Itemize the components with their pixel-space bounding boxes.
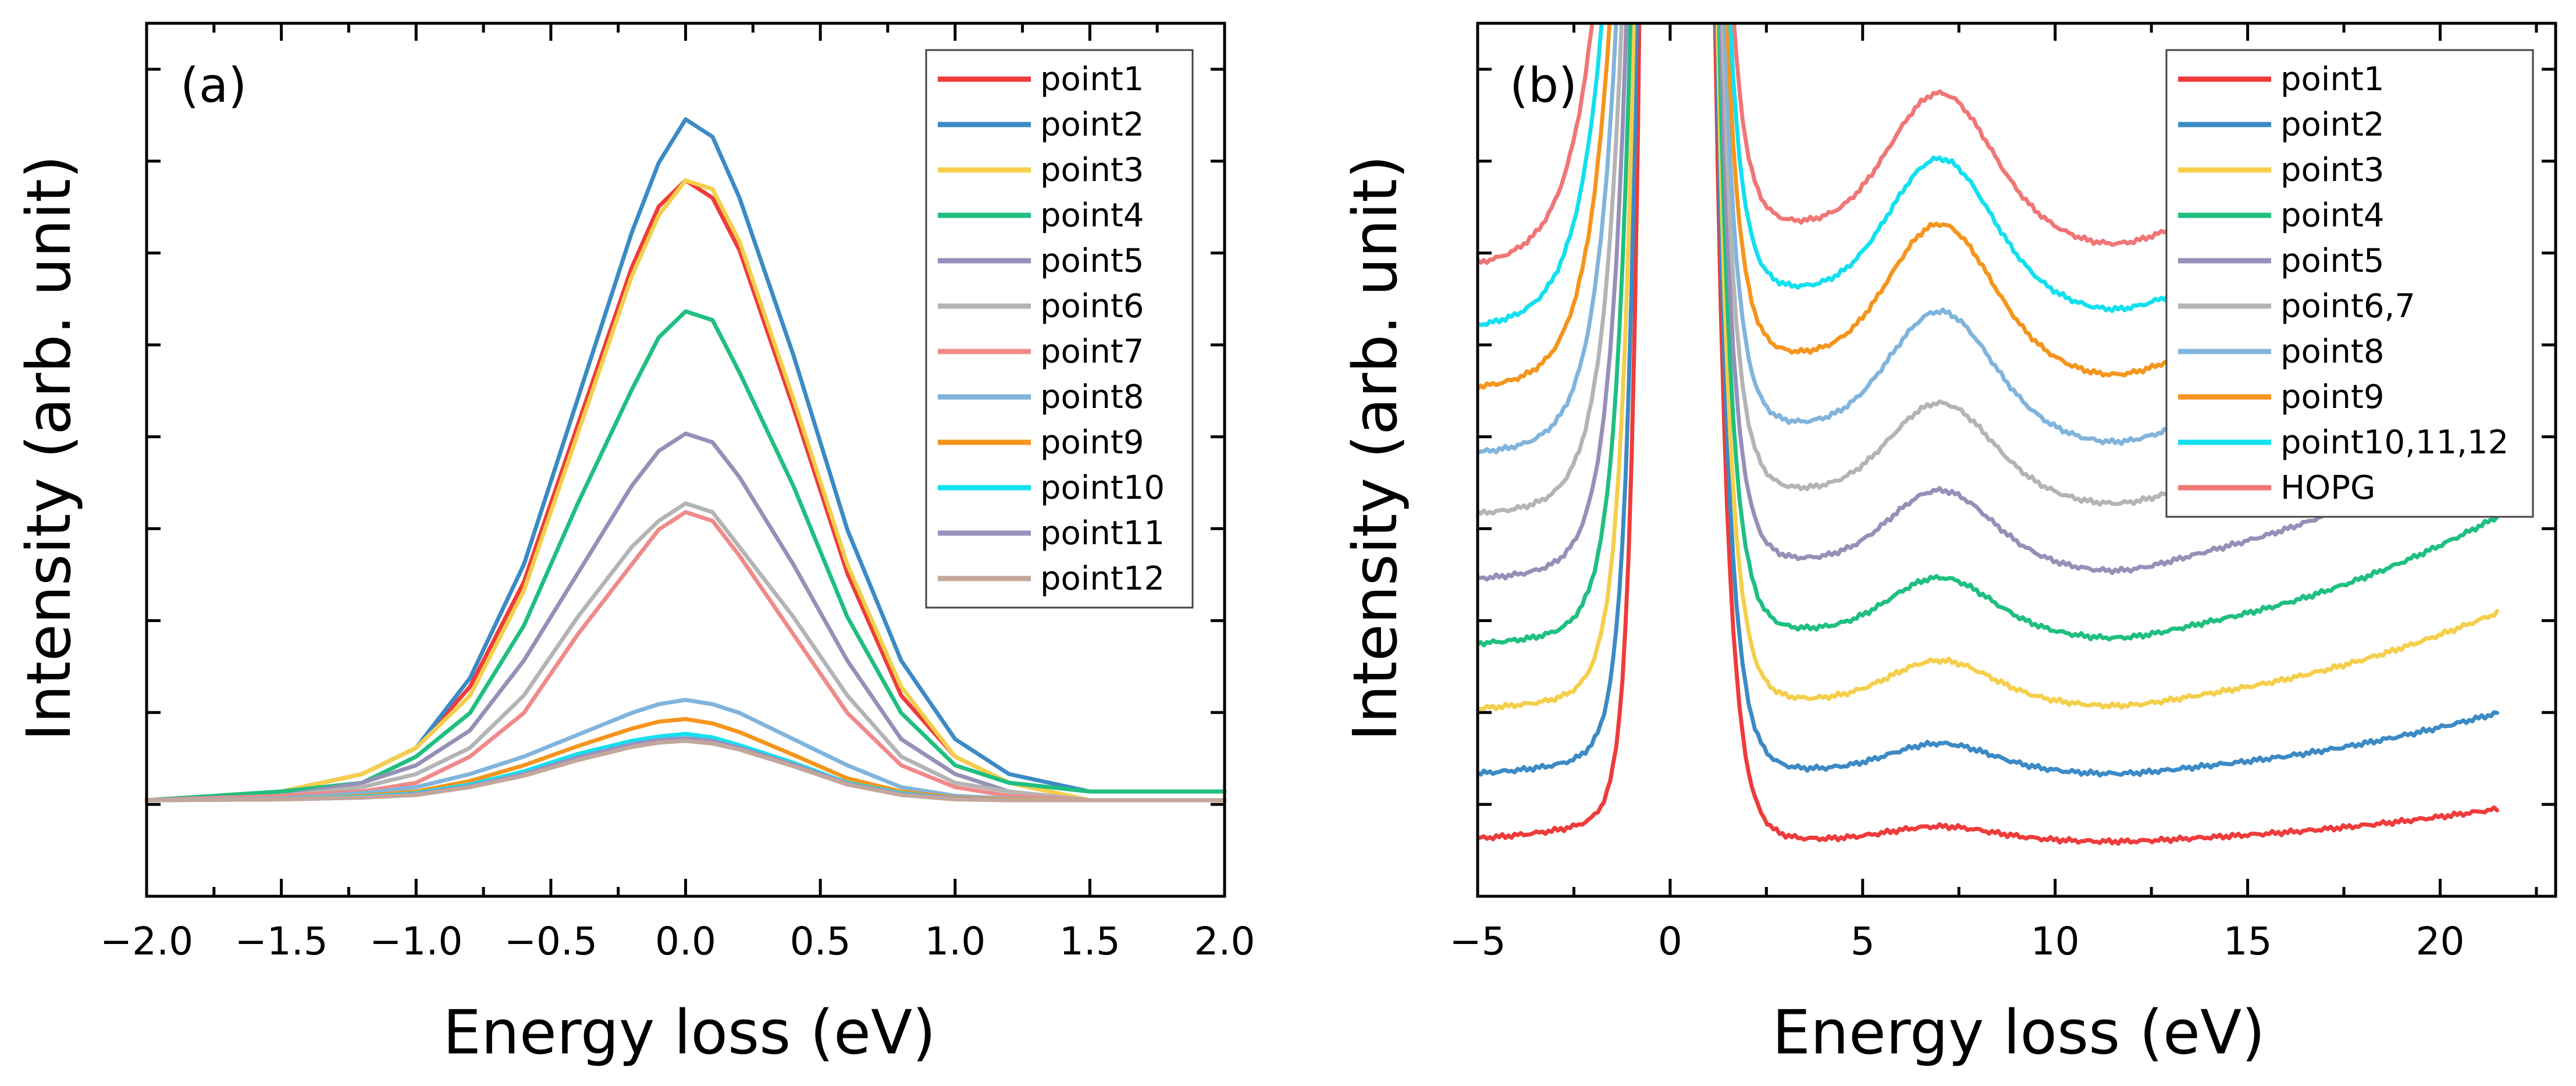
- panel-b-series-point2: [1478, 23, 2499, 778]
- panel-a-series-point4: [144, 309, 1227, 803]
- panel-a-legend-label: point4: [1040, 197, 1144, 235]
- panel-b-ticks: −5 0 5 10 15 20: [1449, 23, 2556, 964]
- panel-b-xtick-label: 5: [1851, 919, 1875, 964]
- panel-b-legend-label: point8: [2280, 333, 2384, 371]
- panel-a-series-point6: [144, 501, 1227, 803]
- panel-b-xtick-label: 10: [2031, 919, 2080, 964]
- panel-a-series-point5: [144, 431, 1227, 803]
- panel-a-legend-label: point8: [1040, 378, 1144, 416]
- panel-a-series: [144, 117, 1227, 803]
- panel-b-legend-label: point10,11,12: [2280, 424, 2509, 462]
- panel-b-legend-label: HOPG: [2280, 469, 2375, 507]
- panel-b-legend-label: point5: [2280, 242, 2384, 280]
- panel-b-label: (b): [1510, 58, 1577, 113]
- panel-b-legend-label: point9: [2280, 378, 2384, 416]
- panel-b-ylabel: Intensity (arb. unit): [1340, 155, 1411, 741]
- panel-b-legend-label: point1: [2280, 61, 2384, 98]
- panel-a-series-point3: [144, 178, 1227, 803]
- panel-a-legend-label: point3: [1040, 151, 1144, 189]
- panel-b-legend-label: point6,7: [2280, 288, 2415, 325]
- panel-b: Intensity (arb. unit) Energy loss (eV) (…: [1340, 22, 2557, 1068]
- panel-a-legend-label: point9: [1040, 424, 1144, 462]
- panel-a-xtick-label: 1.0: [924, 919, 985, 964]
- panel-a-series-point12: [144, 739, 1227, 803]
- panel-a-xtick-label: −1.5: [234, 919, 328, 964]
- panel-a-xtick-label: 1.5: [1059, 919, 1120, 964]
- panel-a-xtick-label: −1.0: [369, 919, 462, 964]
- panel-b-legend-label: point4: [2280, 197, 2384, 235]
- panel-a-xtick-label: 2.0: [1194, 919, 1255, 964]
- panel-a-ylabel: Intensity (arb. unit): [13, 155, 84, 741]
- panel-a-legend-label: point6: [1040, 288, 1144, 325]
- panel-b-xlabel: Energy loss (eV): [1772, 997, 2265, 1068]
- panel-a-xlabel: Energy loss (eV): [443, 997, 935, 1068]
- panel-b-xtick-label: 15: [2223, 919, 2272, 964]
- panel-b-legend: point1 point2 point3 point4 point5 point6,7 po…: [2165, 49, 2534, 518]
- panel-b-series-point4: [1478, 23, 2499, 648]
- panel-a-legend: point1 point2 point3 point4 point5 point6 poin…: [925, 49, 1194, 609]
- panel-b-frame: [1476, 22, 2557, 898]
- panel-b-xtick-label: 20: [2415, 919, 2464, 964]
- panel-a-legend-box: [925, 49, 1194, 609]
- panel-a-legend-label: point11: [1040, 514, 1165, 552]
- panel-a-frame: [145, 22, 1226, 898]
- panel-b-xtick-label: 0: [1658, 919, 1682, 964]
- panel-a-ticks: −2.0 −1.5 −1.0 −0.5 0.0 0.5 1.0 1.5 2.0: [100, 23, 1255, 964]
- panel-b-xtick-label: −5: [1449, 919, 1506, 964]
- panel-a: Intensity (arb. unit) Energy loss (eV) (…: [13, 22, 1255, 1068]
- panel-a-legend-label: point10: [1040, 469, 1165, 507]
- panel-a-label: (a): [180, 58, 247, 113]
- panel-a-xtick-label: −2.0: [100, 919, 193, 964]
- panel-b-legend-label: point2: [2280, 106, 2384, 144]
- panel-a-xtick-label: 0.5: [790, 919, 851, 964]
- panel-a-legend-label: point7: [1040, 333, 1144, 371]
- panel-b-series-point1: [1478, 23, 2499, 846]
- panel-a-legend-label: point5: [1040, 242, 1144, 280]
- panel-a-legend-label: point12: [1040, 560, 1165, 598]
- panel-b-legend-label: point3: [2280, 151, 2384, 189]
- panel-b-legend-box: [2165, 49, 2534, 518]
- panel-b-series-point3: [1478, 23, 2499, 712]
- panel-a-xtick-label: 0.0: [655, 919, 716, 964]
- panel-a-legend-label: point2: [1040, 106, 1144, 144]
- panel-a-legend-label: point1: [1040, 61, 1144, 98]
- panel-a-series-point7: [144, 510, 1227, 803]
- panel-a-xtick-label: −0.5: [504, 919, 597, 964]
